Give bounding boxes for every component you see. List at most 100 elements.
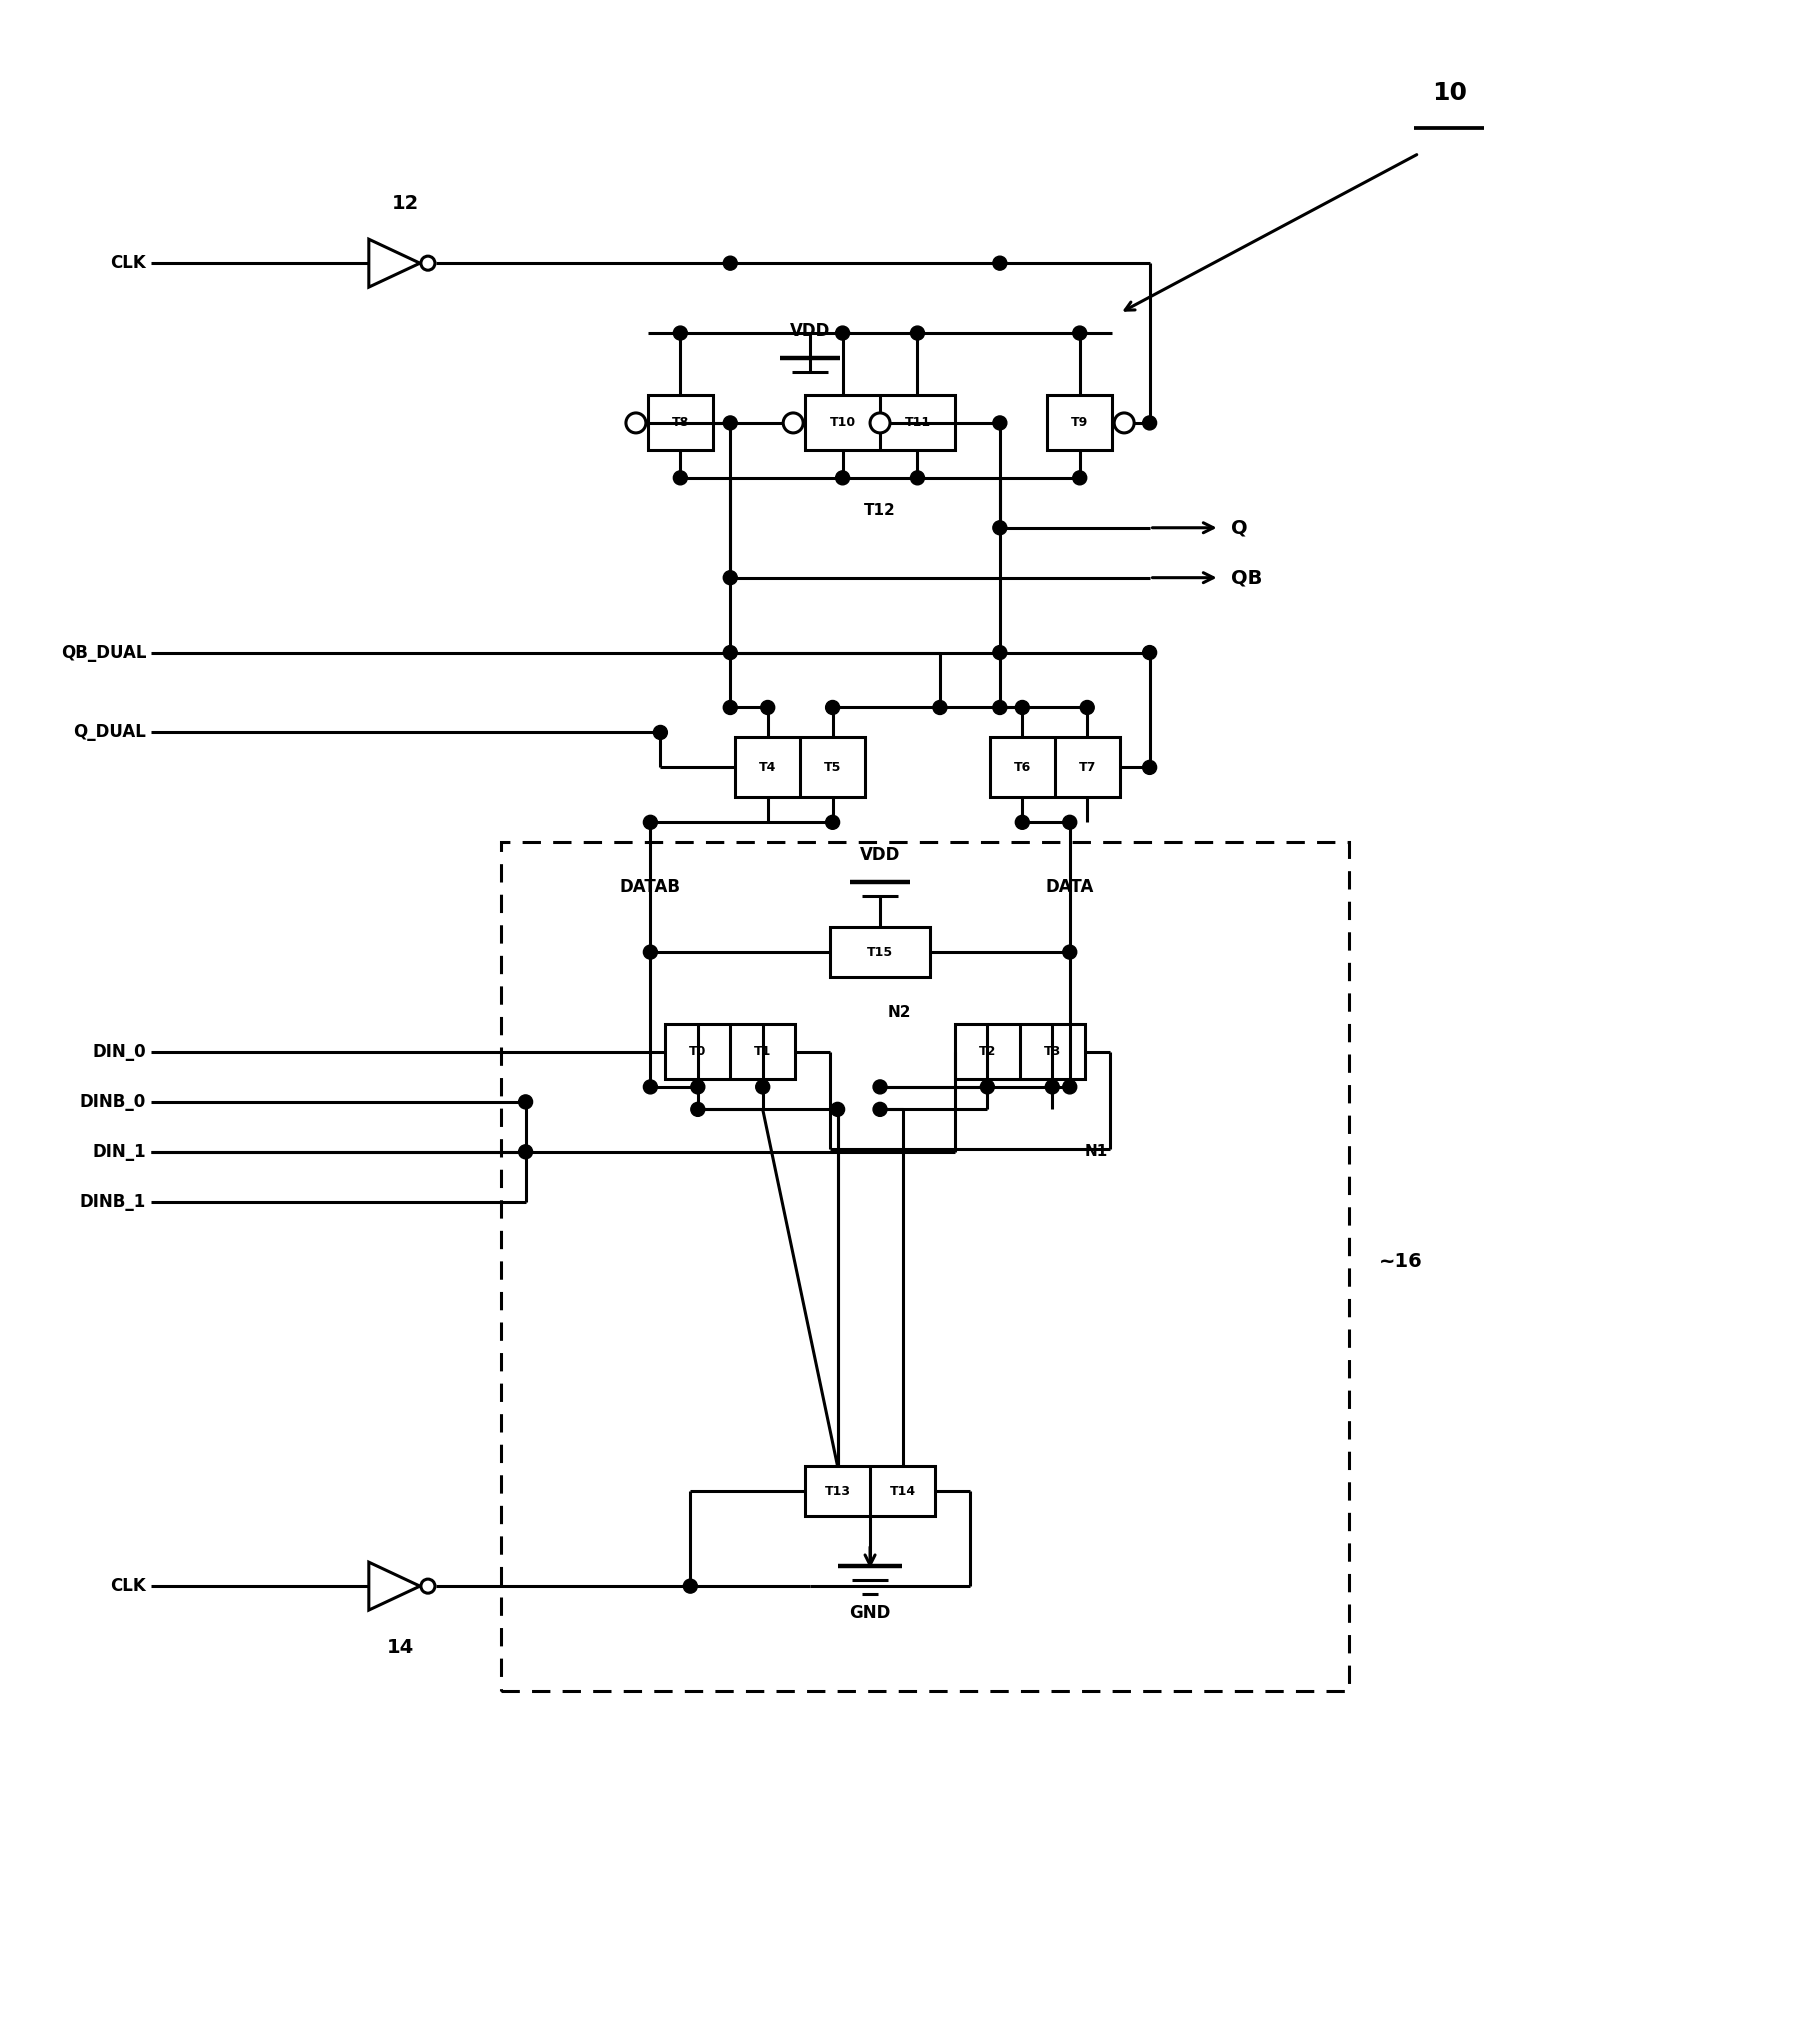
Circle shape	[826, 815, 838, 829]
Text: CLK: CLK	[110, 253, 146, 272]
Circle shape	[1063, 945, 1077, 960]
Circle shape	[869, 412, 889, 433]
Circle shape	[652, 725, 667, 739]
Text: Q: Q	[1231, 519, 1247, 537]
Text: DINB_1: DINB_1	[80, 1193, 146, 1211]
Text: N2: N2	[887, 1005, 911, 1019]
Circle shape	[1063, 1080, 1077, 1095]
Text: GND: GND	[849, 1605, 891, 1621]
Circle shape	[643, 945, 658, 960]
Circle shape	[1142, 645, 1156, 660]
Text: T3: T3	[1043, 1046, 1061, 1058]
Text: DIN_1: DIN_1	[92, 1144, 146, 1160]
Text: Q_DUAL: Q_DUAL	[74, 723, 146, 741]
Circle shape	[1016, 700, 1028, 715]
Bar	[829, 927, 929, 976]
Circle shape	[672, 472, 687, 484]
Circle shape	[690, 1103, 705, 1117]
Text: T6: T6	[1014, 762, 1030, 774]
Text: T14: T14	[889, 1485, 914, 1497]
Polygon shape	[369, 1562, 419, 1609]
Circle shape	[932, 700, 947, 715]
Bar	[1046, 396, 1111, 451]
Circle shape	[873, 1080, 887, 1095]
Circle shape	[992, 700, 1006, 715]
Circle shape	[723, 255, 737, 270]
Text: DATA: DATA	[1044, 878, 1093, 896]
Text: T2: T2	[978, 1046, 996, 1058]
Bar	[804, 1466, 934, 1517]
Text: QB_DUAL: QB_DUAL	[61, 643, 146, 662]
Circle shape	[992, 645, 1006, 660]
Circle shape	[1063, 815, 1077, 829]
Text: T15: T15	[867, 945, 893, 958]
Circle shape	[519, 1146, 533, 1158]
Circle shape	[873, 1103, 887, 1117]
Text: T13: T13	[824, 1485, 849, 1497]
Text: T5: T5	[824, 762, 840, 774]
Text: ~16: ~16	[1379, 1252, 1422, 1270]
Circle shape	[723, 700, 737, 715]
Circle shape	[992, 255, 1006, 270]
Text: CLK: CLK	[110, 1576, 146, 1595]
Text: T1: T1	[754, 1046, 772, 1058]
Circle shape	[979, 1080, 994, 1095]
Text: DIN_0: DIN_0	[92, 1043, 146, 1062]
Circle shape	[421, 1578, 435, 1593]
Circle shape	[1072, 472, 1086, 484]
Circle shape	[755, 1080, 770, 1095]
Bar	[735, 737, 864, 796]
Circle shape	[829, 1103, 844, 1117]
Circle shape	[421, 255, 435, 270]
Text: VDD: VDD	[860, 845, 900, 864]
Circle shape	[1142, 417, 1156, 431]
Circle shape	[1044, 1080, 1059, 1095]
Text: T8: T8	[672, 417, 688, 429]
Circle shape	[723, 645, 737, 660]
Text: T0: T0	[688, 1046, 707, 1058]
Bar	[665, 1025, 795, 1080]
Text: 10: 10	[1431, 82, 1465, 106]
Circle shape	[1113, 412, 1133, 433]
Text: T4: T4	[759, 762, 775, 774]
Polygon shape	[369, 239, 419, 288]
Circle shape	[683, 1578, 698, 1593]
Circle shape	[761, 700, 773, 715]
Text: T7: T7	[1079, 762, 1095, 774]
Text: T10: T10	[829, 417, 855, 429]
Bar	[954, 1025, 1084, 1080]
Circle shape	[826, 700, 838, 715]
Circle shape	[835, 472, 849, 484]
Circle shape	[782, 412, 802, 433]
Circle shape	[911, 472, 923, 484]
Text: VDD: VDD	[790, 323, 829, 341]
Circle shape	[835, 327, 849, 341]
Bar	[804, 396, 954, 451]
Bar	[647, 396, 712, 451]
Circle shape	[1072, 327, 1086, 341]
Circle shape	[690, 1080, 705, 1095]
Circle shape	[1142, 760, 1156, 774]
Circle shape	[992, 417, 1006, 431]
Text: DATAB: DATAB	[620, 878, 681, 896]
Circle shape	[519, 1095, 533, 1109]
Text: 12: 12	[392, 194, 419, 212]
Circle shape	[911, 327, 923, 341]
Circle shape	[1016, 815, 1028, 829]
Text: T11: T11	[904, 417, 931, 429]
Text: 14: 14	[387, 1638, 414, 1656]
Text: T12: T12	[864, 502, 896, 519]
Bar	[501, 841, 1348, 1691]
Circle shape	[672, 327, 687, 341]
Text: T9: T9	[1070, 417, 1088, 429]
Text: DINB_0: DINB_0	[80, 1092, 146, 1111]
Circle shape	[1079, 700, 1093, 715]
Circle shape	[723, 570, 737, 584]
Bar	[988, 737, 1119, 796]
Text: QB: QB	[1231, 568, 1261, 588]
Circle shape	[643, 1080, 658, 1095]
Text: N1: N1	[1084, 1144, 1108, 1160]
Circle shape	[992, 521, 1006, 535]
Circle shape	[643, 815, 658, 829]
Circle shape	[625, 412, 645, 433]
